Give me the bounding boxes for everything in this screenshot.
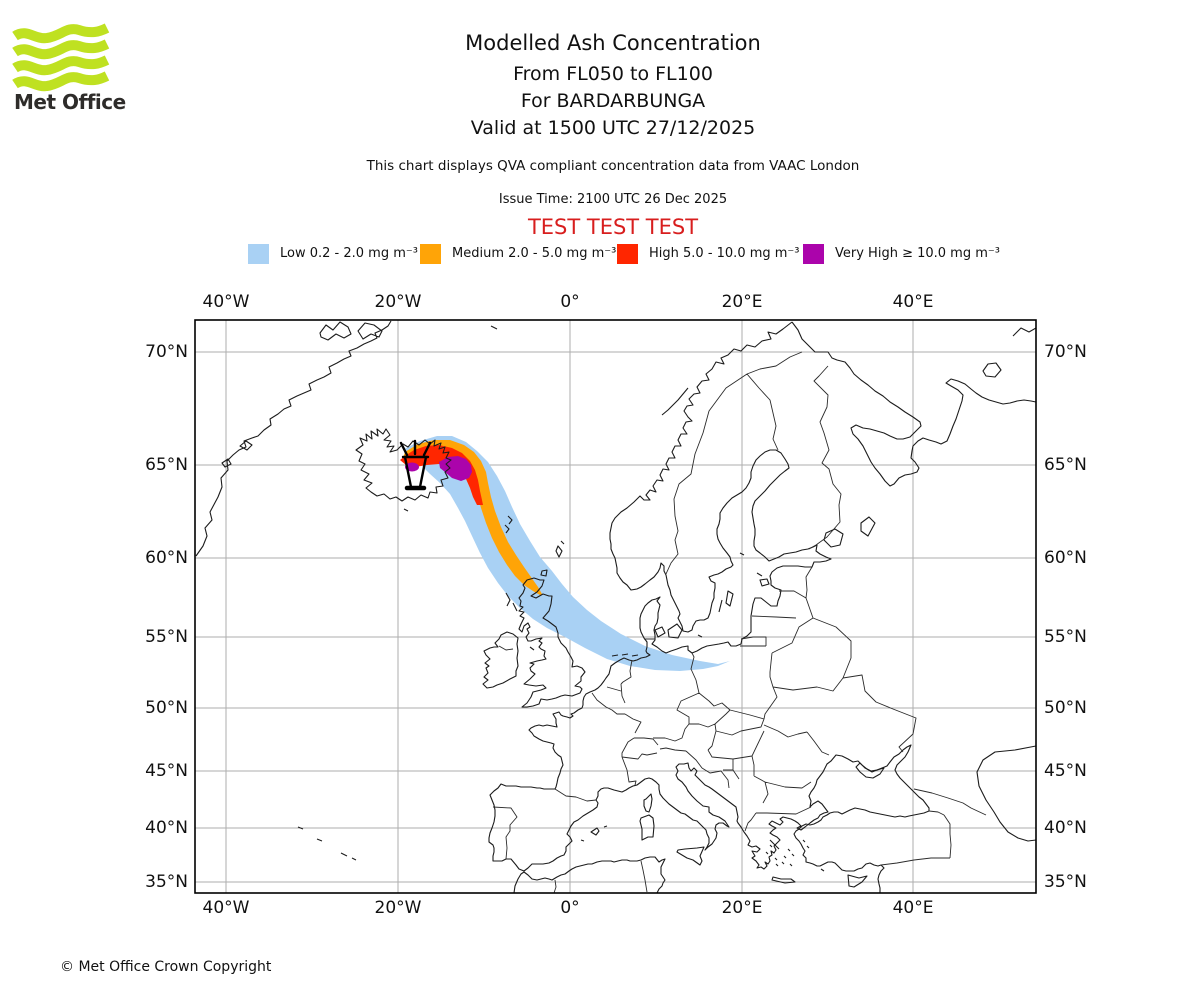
- flight-level-subtitle: From FL050 to FL100: [513, 63, 713, 85]
- lat-tick-right-35n: 35°N: [1044, 872, 1087, 892]
- lon-tick-top-0: 0°: [560, 292, 580, 312]
- lat-tick-left-70n: 70°N: [145, 342, 188, 362]
- legend-item-low: Low 0.2 - 2.0 mg m⁻³: [248, 243, 418, 264]
- lat-tick-right-55n: 55°N: [1044, 627, 1087, 647]
- lat-tick-right-45n: 45°N: [1044, 761, 1087, 781]
- map-canvas: [194, 319, 1037, 894]
- lat-tick-left-60n: 60°N: [145, 548, 188, 568]
- legend-label-very-high: Very High ≥ 10.0 mg m⁻³: [835, 245, 1000, 261]
- map-svg: [194, 319, 1037, 894]
- qva-compliance-note: This chart displays QVA compliant concen…: [366, 158, 860, 174]
- page-title: Modelled Ash Concentration: [465, 31, 761, 55]
- lat-tick-right-40n: 40°N: [1044, 818, 1087, 838]
- valid-time-subtitle: Valid at 1500 UTC 27/12/2025: [470, 117, 756, 139]
- legend-item-medium: Medium 2.0 - 5.0 mg m⁻³: [420, 243, 617, 264]
- legend-swatch-low: [248, 243, 269, 264]
- lat-tick-left-40n: 40°N: [145, 818, 188, 838]
- lat-tick-left-45n: 45°N: [145, 761, 188, 781]
- lon-tick-top-40w: 40°W: [202, 292, 250, 312]
- legend-item-high: High 5.0 - 10.0 mg m⁻³: [617, 243, 800, 264]
- test-banner: TEST TEST TEST: [527, 215, 699, 239]
- legend-label-low: Low 0.2 - 2.0 mg m⁻³: [280, 245, 418, 261]
- volcano-subtitle: For BARDARBUNGA: [520, 90, 706, 112]
- lon-tick-top-20w: 20°W: [374, 292, 422, 312]
- legend-label-high: High 5.0 - 10.0 mg m⁻³: [649, 245, 800, 261]
- lon-tick-bottom-20w: 20°W: [374, 898, 422, 918]
- lon-tick-bottom-0: 0°: [560, 898, 580, 918]
- issue-time: Issue Time: 2100 UTC 26 Dec 2025: [498, 192, 728, 207]
- grid-lines: [195, 320, 1036, 893]
- plume-medium: [403, 440, 542, 595]
- lat-tick-right-70n: 70°N: [1044, 342, 1087, 362]
- map-frame: [194, 319, 1037, 894]
- lat-tick-left-65n: 65°N: [145, 455, 188, 475]
- lat-tick-right-60n: 60°N: [1044, 548, 1087, 568]
- lat-tick-left-50n: 50°N: [145, 698, 188, 718]
- lat-tick-left-35n: 35°N: [145, 872, 188, 892]
- lat-tick-left-55n: 55°N: [145, 627, 188, 647]
- legend-swatch-high: [617, 243, 638, 264]
- legend-swatch-medium: [420, 243, 441, 264]
- legend-label-medium: Medium 2.0 - 5.0 mg m⁻³: [452, 245, 617, 261]
- legend-swatch-very-high: [803, 243, 824, 264]
- lon-tick-top-40e: 40°E: [892, 292, 934, 312]
- lon-tick-bottom-20e: 20°E: [721, 898, 763, 918]
- met-office-logo-icon: [12, 23, 110, 117]
- ash-plume: [400, 436, 730, 671]
- country-borders: [492, 351, 987, 893]
- volcano-icon: [399, 439, 432, 491]
- lon-tick-bottom-40e: 40°E: [892, 898, 934, 918]
- lon-tick-top-20e: 20°E: [721, 292, 763, 312]
- copyright-text: © Met Office Crown Copyright: [60, 959, 272, 975]
- lat-tick-right-50n: 50°N: [1044, 698, 1087, 718]
- legend-item-very-high: Very High ≥ 10.0 mg m⁻³: [803, 243, 1000, 264]
- plume-very-high: [439, 456, 472, 481]
- lat-tick-right-65n: 65°N: [1044, 455, 1087, 475]
- met-office-logo-text: Met Office: [14, 90, 126, 114]
- lon-tick-bottom-40w: 40°W: [202, 898, 250, 918]
- coastlines: [195, 320, 1036, 893]
